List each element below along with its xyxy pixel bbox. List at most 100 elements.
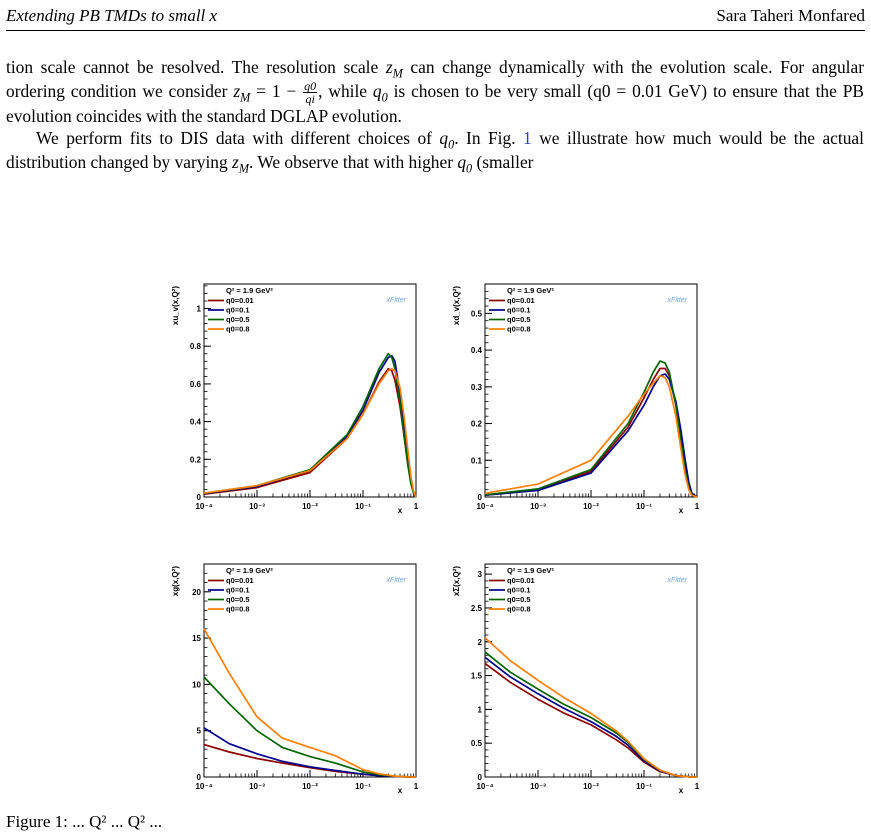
y-tick-label: 0.3 — [471, 383, 483, 392]
legend-header: Q² = 1.9 GeV² — [226, 566, 273, 575]
x-axis-label: x — [679, 786, 684, 795]
y-tick-label: 10 — [192, 680, 201, 689]
plot-panel-xsigma: 10⁻⁴ 10⁻³ 10⁻² 10⁻¹ 1 x 0 0.5 1 1.5 2 2.5 3 xΣ(x,Q²) Q… — [447, 552, 712, 812]
y-tick-label: 0 — [478, 773, 483, 782]
x-tick-label: 10⁻² — [583, 502, 599, 511]
chart-xsigma: 10⁻⁴ 10⁻³ 10⁻² 10⁻¹ 1 x 0 0.5 1 1.5 2 2.5 3 xΣ(x,Q²) Q… — [452, 563, 700, 795]
text-run: (smaller — [472, 151, 534, 172]
series-line-q0-0-1 — [203, 727, 417, 778]
y-tick-label: 2.5 — [471, 604, 483, 613]
math-zm: zM — [232, 151, 249, 175]
series-line-q0-0-8 — [484, 637, 698, 778]
text-run: . We observe that with higher — [248, 151, 458, 172]
legend-entry: q0=0.8 — [226, 325, 250, 334]
x-tick-label: 10⁻⁴ — [195, 782, 212, 791]
y-tick-label: 3 — [478, 570, 483, 579]
y-tick-label: 0.1 — [471, 456, 483, 465]
plot-panel-xdv: 10⁻⁴ 10⁻³ 10⁻² 10⁻¹ 1 x 0 0.1 0.2 0.3 0.4 0.5 xd_v(x… — [447, 272, 712, 532]
running-author: Sara Taheri Monfared — [716, 6, 865, 25]
legend-entry: q0=0.1 — [226, 586, 250, 595]
x-tick-label: 1 — [695, 782, 700, 791]
series-line-q0-0-8 — [203, 367, 417, 498]
series-line-q0-0-5 — [484, 651, 698, 778]
paragraph-2: We perform fits to DIS data with differe… — [6, 127, 864, 174]
y-tick-label: 0.2 — [190, 455, 202, 464]
text-run: = 1 − — [250, 80, 303, 101]
series-line-q0-0-1 — [484, 373, 698, 498]
chart-xg: 10⁻⁴ 10⁻³ 10⁻² 10⁻¹ 1 x 0 5 10 15 20 xg(x,Q²) Q² = 1… — [171, 563, 419, 795]
plot-panel-xuv: 10⁻⁴ 10⁻³ 10⁻² 10⁻¹ 1 x 0 0.2 0.4 0.6 0.8 1 xu_v(x,Q… — [166, 272, 431, 532]
page-header: Extending PB TMDs to small x Sara Taheri… — [6, 0, 865, 31]
xfitter-logo: xFitter — [667, 577, 688, 584]
y-axis-label: xΣ(x,Q²) — [452, 566, 461, 596]
text-run: is chosen to be very small — [387, 80, 582, 101]
y-tick-label: 0.6 — [190, 380, 202, 389]
x-tick-label: 10⁻¹ — [636, 502, 652, 511]
y-axis-label: xg(x,Q²) — [171, 566, 180, 597]
x-tick-label: 10⁻¹ — [636, 782, 652, 791]
legend-entry: q0=0.1 — [507, 586, 531, 595]
y-tick-label: 15 — [192, 634, 201, 643]
series-line-q0-0-8 — [203, 628, 417, 778]
legend-entry: q0=0.5 — [507, 315, 531, 324]
x-tick-label: 10⁻⁴ — [476, 782, 493, 791]
paragraph-1: tion scale cannot be resolved. The resol… — [6, 56, 864, 129]
series-line-q0-0-8 — [484, 374, 698, 498]
y-tick-label: 2 — [478, 638, 483, 647]
text-run: we illustrate how much would be the actu… — [6, 128, 864, 172]
text-run: scale. For angular ordering condition we… — [6, 57, 864, 101]
legend-header: Q² = 1.9 GeV² — [507, 286, 554, 295]
legend-entry: q0=0.01 — [507, 296, 535, 305]
x-tick-label: 10⁻³ — [530, 782, 546, 791]
legend-entry: q0=0.01 — [507, 576, 535, 585]
x-axis-label: x — [398, 786, 403, 795]
legend-entry: q0=0.5 — [507, 595, 531, 604]
xfitter-logo: xFitter — [386, 297, 407, 304]
math-q0: q0 — [439, 128, 455, 152]
y-tick-label: 0.5 — [471, 309, 483, 318]
xfitter-logo: xFitter — [667, 297, 688, 304]
text-run: We perform fits to DIS data with differe… — [36, 128, 440, 148]
x-tick-label: 1 — [414, 502, 419, 511]
x-axis-label: x — [398, 506, 403, 515]
legend-entry: q0=0.8 — [507, 325, 531, 334]
math-zm: zM — [233, 80, 251, 104]
x-tick-label: 10⁻³ — [249, 502, 265, 511]
x-tick-label: 1 — [695, 502, 700, 511]
y-tick-label: 0 — [197, 493, 202, 502]
figure-reference-link[interactable]: 1 — [523, 128, 532, 148]
y-axis-label: xd_v(x,Q²) — [452, 286, 461, 325]
x-tick-label: 10⁻³ — [530, 502, 546, 511]
legend-entry: q0=0.1 — [507, 306, 531, 315]
fraction-q0-qi: q0 qi — [303, 79, 318, 106]
x-tick-label: 10⁻¹ — [355, 502, 371, 511]
legend-header: Q² = 1.9 GeV² — [507, 566, 554, 575]
legend-entry: q0=0.01 — [226, 576, 254, 585]
running-title: Extending PB TMDs to small x — [6, 6, 218, 25]
text-run: can change dynamically with the evolutio… — [402, 57, 726, 77]
legend-entry: q0=0.8 — [226, 605, 250, 614]
legend-entry: q0=0.5 — [226, 315, 250, 324]
y-tick-label: 0.8 — [190, 342, 202, 351]
series-line-q0-0-5 — [484, 360, 698, 498]
legend-entry: q0=0.01 — [226, 296, 254, 305]
math-q0: q0 — [457, 151, 473, 175]
math-zm: zM — [385, 57, 403, 81]
text-run: , while — [318, 80, 373, 101]
legend-entry: q0=0.5 — [226, 595, 250, 604]
y-tick-label: 1.5 — [471, 672, 483, 681]
y-tick-label: 20 — [192, 588, 201, 597]
legend-header: Q² = 1.9 GeV² — [226, 286, 273, 295]
text-run: (q0 = 0.01 GeV) to ensure that the PB ev… — [6, 80, 865, 127]
y-tick-label: 5 — [197, 727, 202, 736]
math-q0: q0 — [372, 80, 388, 104]
chart-xuv: 10⁻⁴ 10⁻³ 10⁻² 10⁻¹ 1 x 0 0.2 0.4 0.6 0.8 1 xu_v(x,Q… — [171, 283, 419, 515]
legend-entry: q0=0.8 — [507, 605, 531, 614]
series-line-q0-0-01 — [203, 367, 417, 498]
y-tick-label: 0.4 — [471, 346, 483, 355]
y-tick-label: 0.2 — [471, 420, 483, 429]
chart-xdv: 10⁻⁴ 10⁻³ 10⁻² 10⁻¹ 1 x 0 0.1 0.2 0.3 0.4 0.5 xd_v(x… — [452, 283, 700, 515]
y-tick-label: 0 — [478, 493, 483, 502]
series-line-q0-0-5 — [203, 352, 417, 498]
text-run: tion scale cannot be resolved. The resol… — [6, 57, 386, 77]
